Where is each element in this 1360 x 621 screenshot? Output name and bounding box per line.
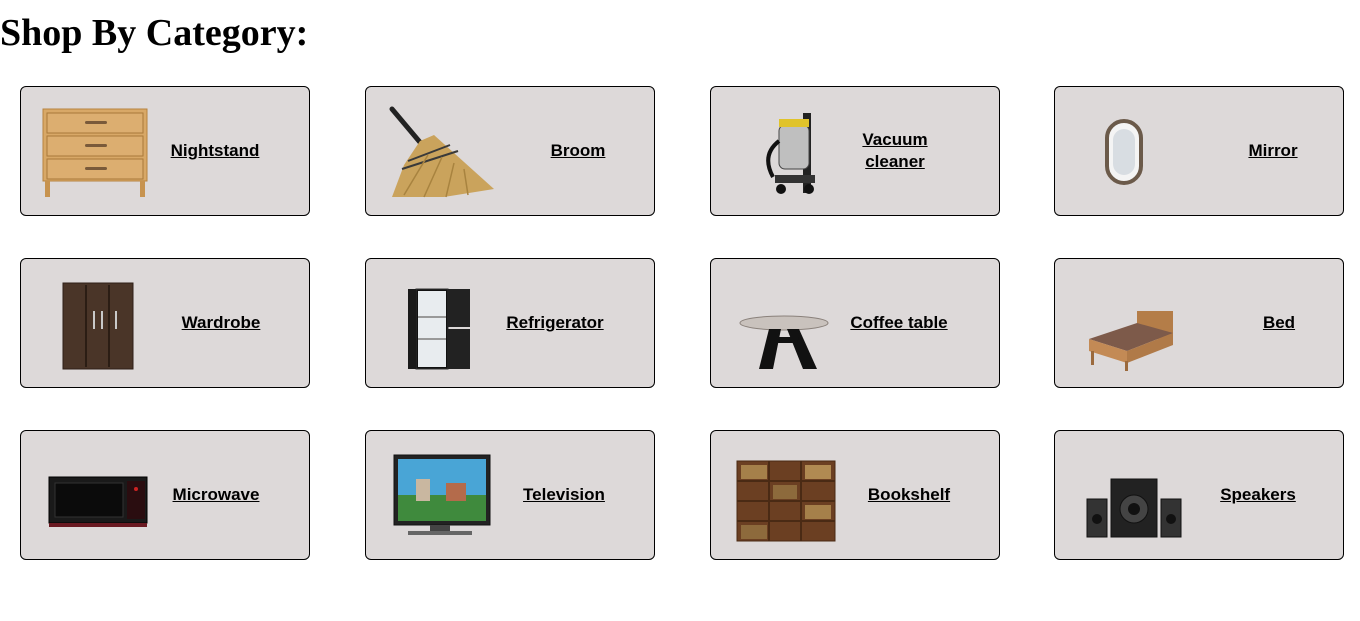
category-link-coffee-table[interactable]: Coffee table: [850, 313, 948, 332]
category-link-microwave[interactable]: Microwave: [172, 485, 260, 504]
wardrobe-icon: [43, 277, 153, 371]
category-link-bed[interactable]: Bed: [1262, 313, 1296, 332]
microwave-icon: [43, 449, 153, 543]
mirror-icon: [1069, 105, 1179, 199]
category-card-bookshelf[interactable]: Bookshelf: [710, 430, 1000, 560]
category-card-broom[interactable]: Broom: [365, 86, 655, 216]
coffee-table-icon: [729, 277, 839, 371]
category-card-mirror[interactable]: Mirror: [1054, 86, 1344, 216]
category-card-wardrobe[interactable]: Wardrobe: [20, 258, 310, 388]
category-link-bookshelf[interactable]: Bookshelf: [867, 485, 951, 504]
category-card-microwave[interactable]: Microwave: [20, 430, 310, 560]
category-card-television[interactable]: Television: [365, 430, 655, 560]
category-card-bed[interactable]: Bed: [1054, 258, 1344, 388]
page-title: Shop By Category:: [0, 12, 309, 54]
television-icon: [386, 449, 496, 543]
bookshelf-icon: [731, 449, 841, 543]
category-card-refrigerator[interactable]: Refrigerator: [365, 258, 655, 388]
category-link-refrigerator[interactable]: Refrigerator: [506, 313, 604, 332]
broom-icon: [384, 105, 494, 199]
category-link-television[interactable]: Television: [523, 485, 605, 504]
vacuum-cleaner-icon: [739, 105, 849, 199]
category-card-nightstand[interactable]: Nightstand: [20, 86, 310, 216]
category-link-broom[interactable]: Broom: [550, 141, 606, 160]
category-card-coffee-table[interactable]: Coffee table: [710, 258, 1000, 388]
bed-icon: [1077, 277, 1187, 371]
category-link-speakers[interactable]: Speakers: [1220, 485, 1296, 504]
category-link-mirror[interactable]: Mirror: [1248, 141, 1298, 160]
speakers-icon: [1077, 449, 1187, 543]
refrigerator-icon: [378, 277, 488, 371]
category-link-nightstand[interactable]: Nightstand: [170, 141, 260, 160]
category-card-vacuum-cleaner[interactable]: Vacuum cleaner: [710, 86, 1000, 216]
nightstand-icon: [39, 105, 149, 199]
category-card-speakers[interactable]: Speakers: [1054, 430, 1344, 560]
category-link-wardrobe[interactable]: Wardrobe: [181, 313, 261, 332]
category-link-vacuum-cleaner[interactable]: Vacuum cleaner: [862, 130, 928, 171]
